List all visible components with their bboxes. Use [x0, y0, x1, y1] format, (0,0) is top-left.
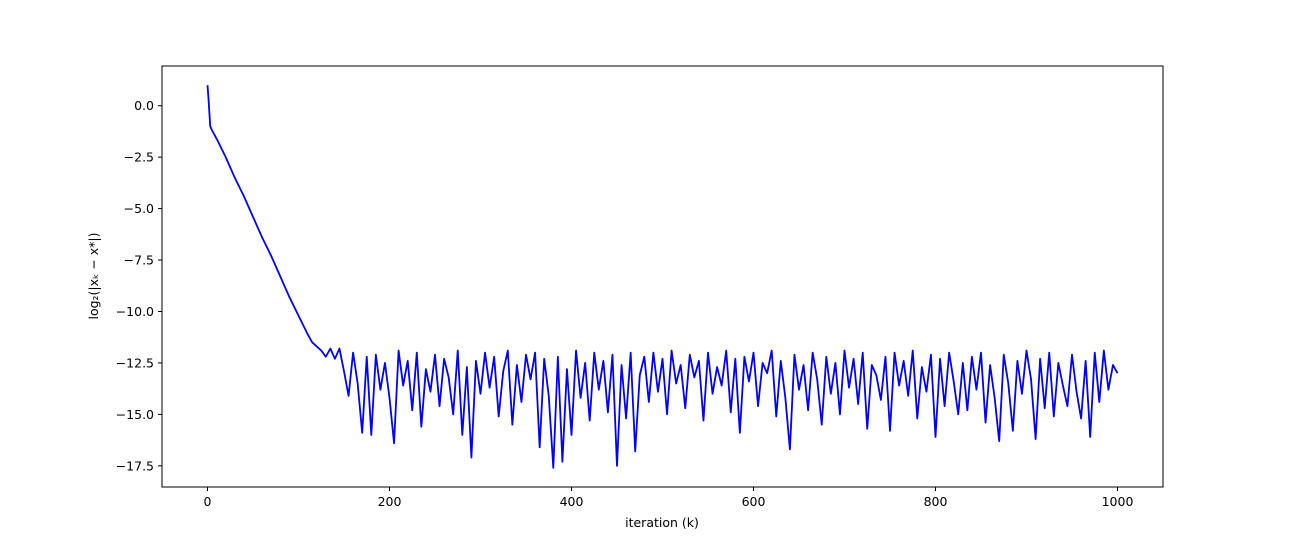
y-tick-label: −10.0 [116, 304, 154, 319]
y-tick-label: −7.5 [124, 253, 154, 268]
x-tick-label: 800 [924, 494, 948, 509]
y-tick-label: −2.5 [124, 150, 154, 165]
x-tick-label: 200 [378, 494, 402, 509]
y-tick-label: 0.0 [134, 98, 154, 113]
y-tick-label: −17.5 [116, 458, 154, 473]
x-axis-label: iteration (k) [625, 515, 699, 530]
x-tick-label: 0 [204, 494, 212, 509]
y-tick-label: −15.0 [116, 407, 154, 422]
y-tick-label: −5.0 [124, 201, 154, 216]
line [206, 85, 1119, 469]
y-axis-label: log₂(|xₖ − x*|) [86, 232, 101, 319]
x-tick-label: 600 [742, 494, 766, 509]
plot-frame [161, 65, 1164, 488]
x-tick-label: 1000 [1102, 494, 1134, 509]
x-tick-label: 400 [560, 494, 584, 509]
y-tick-label: −12.5 [116, 355, 154, 370]
